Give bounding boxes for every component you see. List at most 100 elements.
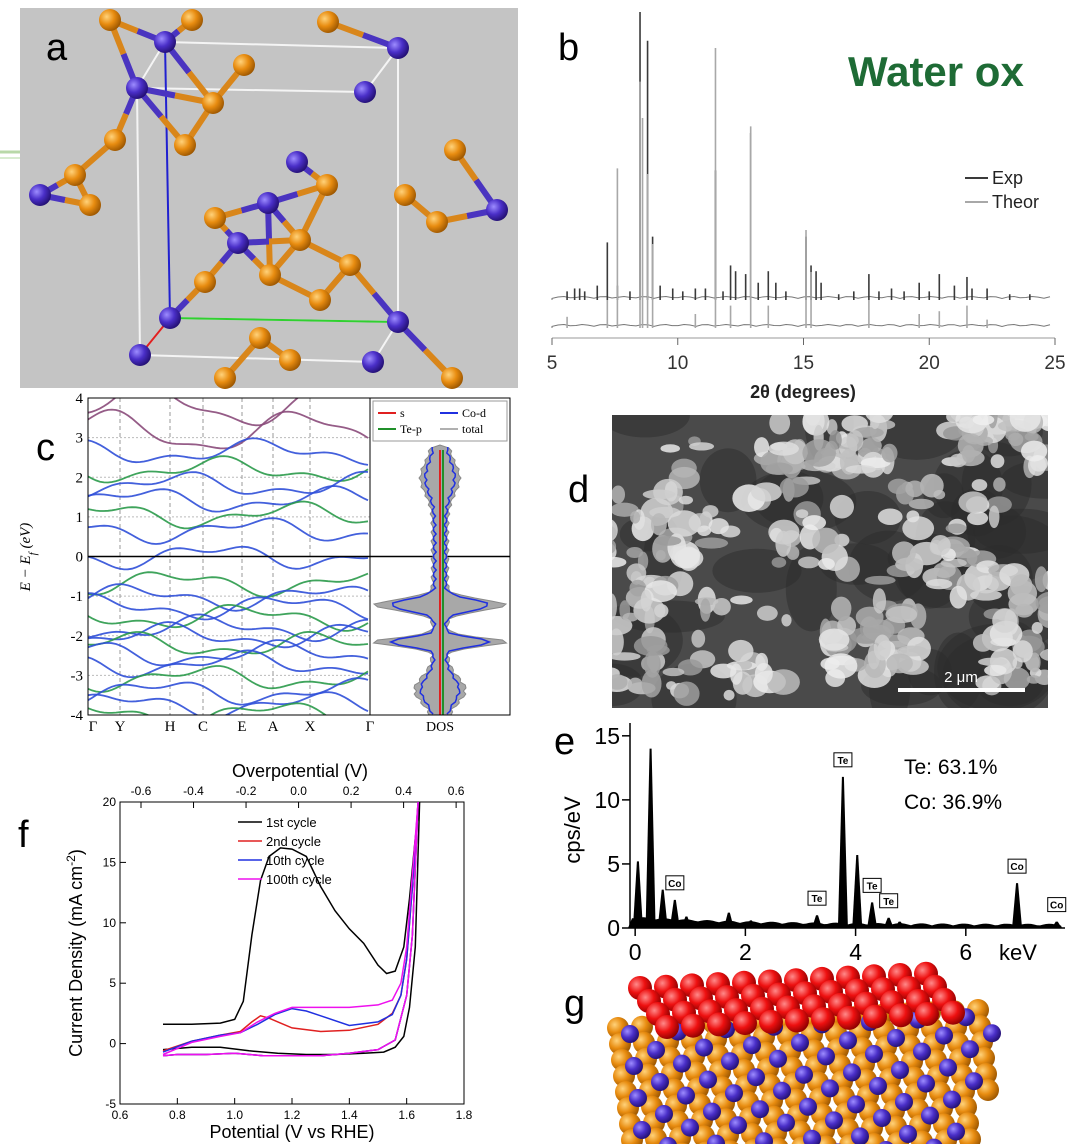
atom — [362, 351, 384, 373]
sem-grain — [958, 491, 988, 514]
x-tick-label: 0 — [629, 939, 642, 965]
sem-grain — [824, 653, 858, 679]
y-tick-label: 15 — [594, 723, 620, 749]
y-tick-label: 15 — [103, 855, 117, 869]
atom — [821, 1079, 839, 1098]
sem-grain — [925, 578, 953, 590]
cv-curve — [162, 802, 419, 1057]
sem-grain — [633, 636, 668, 656]
atom — [681, 1118, 699, 1137]
y-axis-label-part: (eV) — [18, 523, 34, 553]
sem-grain — [881, 443, 898, 463]
sem-grain — [949, 453, 967, 468]
x-tick-label: 1.6 — [398, 1108, 415, 1122]
atom — [655, 1015, 679, 1039]
sem-grain — [700, 598, 711, 622]
band — [88, 630, 369, 655]
panel-label: a — [46, 27, 68, 69]
eds-peak — [852, 854, 863, 928]
band — [88, 702, 328, 715]
peak-tag-label: Te — [812, 894, 823, 905]
sem-grain — [768, 441, 799, 456]
legend-label: 10th cycle — [266, 853, 325, 868]
sem-grain — [708, 518, 729, 535]
atom — [917, 1074, 935, 1093]
atom — [825, 1111, 843, 1130]
peak-tag — [862, 877, 882, 893]
sem-grain — [945, 523, 967, 534]
eds-panel: Co Te Te Te Te Co Co 0 5 10 15 0 2 4 6 keV cps/eV Te: 63.… — [560, 723, 1067, 965]
atom — [279, 349, 301, 371]
sem-grain — [781, 614, 792, 627]
eds-peak — [632, 861, 643, 928]
sem-grain — [845, 464, 876, 474]
sem-grain — [972, 415, 995, 426]
sem-grain — [872, 588, 887, 614]
atom — [925, 1138, 943, 1144]
band — [88, 613, 369, 643]
atom — [837, 1005, 861, 1030]
bands — [88, 398, 369, 715]
sem-grain — [829, 494, 854, 519]
atom — [707, 1012, 731, 1037]
sem-grain — [689, 442, 715, 451]
sem-grain — [694, 537, 729, 549]
panel-label: f — [18, 814, 29, 856]
k-label: Y — [115, 719, 126, 735]
atom — [387, 311, 409, 333]
atom — [104, 129, 126, 151]
y-tick-label: 10 — [103, 916, 117, 930]
legend-label: 2nd cycle — [266, 834, 321, 849]
sem-panel: 2 μm — [612, 415, 1048, 708]
atom — [843, 1063, 861, 1082]
sem-grain — [795, 509, 809, 519]
sem-grain — [1031, 621, 1043, 634]
k-label: A — [268, 719, 279, 735]
y-tick-label: 5 — [109, 976, 116, 990]
sem-grain — [1008, 432, 1024, 447]
atom — [129, 344, 151, 366]
sem-grain — [691, 629, 706, 648]
atom — [721, 1140, 739, 1144]
atom — [227, 232, 249, 254]
x-tick-label: 1.4 — [341, 1108, 358, 1122]
atom — [202, 92, 224, 114]
legend-label: Theor — [992, 192, 1039, 212]
sem-shade — [612, 415, 690, 438]
atom — [394, 184, 416, 206]
sem-grain — [662, 667, 685, 677]
atom — [961, 1040, 979, 1059]
atom — [64, 164, 86, 186]
y-tick-label: 5 — [607, 851, 620, 877]
sem-grain — [990, 454, 1005, 469]
sem-grain — [612, 521, 613, 527]
atom — [289, 229, 311, 251]
sem-grain — [678, 495, 694, 505]
sem-grain — [873, 634, 891, 661]
legend-label: 1st cycle — [266, 815, 317, 830]
legend-label: Co-d — [462, 406, 486, 420]
curves — [162, 802, 421, 1057]
k-label: E — [237, 719, 246, 735]
y-tick-label: -3 — [71, 668, 84, 684]
atom — [973, 1047, 995, 1069]
atom — [847, 1095, 865, 1114]
sem-grain — [818, 628, 850, 651]
y-tick-label: -4 — [71, 708, 84, 724]
baseline — [551, 295, 1051, 300]
legend-box — [372, 400, 508, 442]
x-axis-label: keV — [999, 940, 1037, 965]
band — [88, 621, 369, 649]
sem-grain — [766, 669, 800, 695]
sem-grain — [644, 580, 678, 603]
y-axis-label-part: E − E — [18, 555, 34, 592]
atom — [889, 1003, 913, 1028]
eds-peak — [1051, 921, 1062, 928]
atom — [233, 54, 255, 76]
atom — [317, 11, 339, 33]
dos-co-d — [388, 447, 438, 715]
atom — [743, 1036, 761, 1055]
lsv-panel: -5 0 5 10 15 20 0.6 0.8 1.0 1.2 1.4 1.6 1.8 -0.6 -0.4 -… — [64, 761, 473, 1142]
atom — [629, 1089, 647, 1107]
atom — [863, 1004, 887, 1029]
